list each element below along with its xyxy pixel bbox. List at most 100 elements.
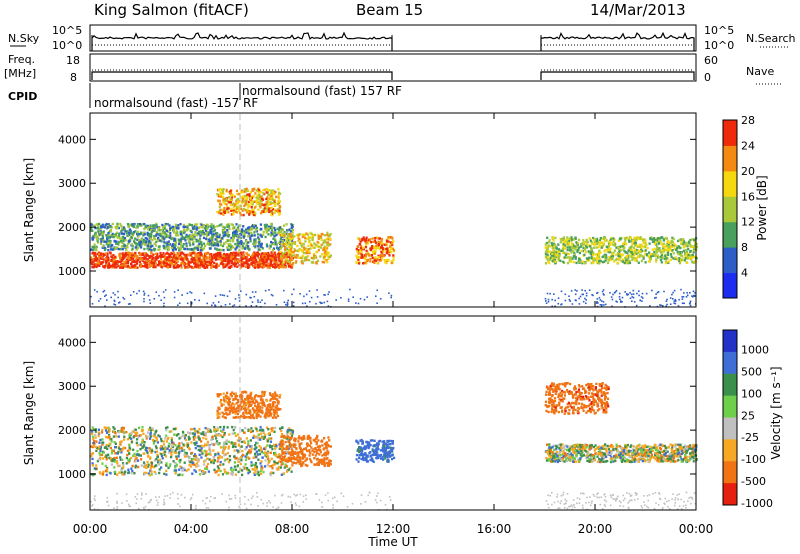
nsearch-tick-top: 10^5	[704, 24, 734, 37]
velocity-cell	[163, 472, 166, 476]
power-cell	[191, 302, 193, 304]
velocity-cell	[223, 441, 226, 444]
power-cell	[229, 203, 232, 207]
power-cell	[238, 259, 241, 262]
power-cell	[160, 254, 164, 257]
power-cell	[289, 261, 292, 264]
power-cell	[306, 305, 308, 307]
power-cell	[574, 257, 577, 260]
power-cell	[219, 244, 222, 247]
power-cell	[250, 297, 252, 299]
power-cell	[162, 231, 165, 234]
power-cell	[183, 247, 187, 251]
power-cell	[223, 255, 226, 258]
power-cell	[682, 239, 685, 243]
power-cell	[122, 232, 126, 235]
velocity-cell	[227, 440, 230, 444]
power-cell	[254, 258, 257, 262]
velocity-cell	[212, 456, 215, 459]
velocity-cell	[99, 456, 102, 459]
power-cell	[118, 253, 121, 256]
power-cell	[93, 251, 97, 255]
power-cell	[252, 260, 255, 263]
power-cell	[182, 243, 185, 246]
velocity-cell	[253, 472, 256, 475]
power-cell	[190, 292, 193, 294]
velocity-cell	[245, 456, 248, 459]
power-cell	[241, 195, 244, 198]
power-cell	[355, 256, 359, 259]
power-cell	[377, 243, 381, 247]
velocity-cell	[178, 437, 181, 440]
power-cell	[272, 247, 275, 250]
power-cell	[376, 302, 378, 304]
power-cell	[283, 248, 287, 251]
power-cell	[212, 224, 215, 227]
power-cell	[594, 253, 597, 256]
power-cell	[362, 236, 365, 239]
velocity-cell	[177, 433, 180, 436]
power-cell	[199, 251, 202, 254]
velocity-cell	[244, 455, 247, 458]
power-cell	[223, 228, 226, 231]
power-cell	[326, 260, 329, 264]
velocity-cell	[119, 458, 122, 461]
power-cell	[159, 253, 162, 257]
velocity-cell	[230, 472, 233, 475]
power-cell	[621, 301, 623, 303]
power-cell	[233, 254, 236, 257]
power-cell	[215, 248, 218, 251]
power-cell	[266, 266, 269, 269]
power-cell	[273, 211, 276, 214]
power-cell	[170, 237, 173, 240]
power-cell	[257, 208, 260, 211]
power-cell	[106, 299, 108, 301]
power-cell	[217, 188, 220, 192]
power-cell	[236, 207, 239, 210]
power-cell	[251, 291, 254, 293]
power-cell	[581, 262, 584, 265]
velocity-cell	[212, 449, 215, 452]
velocity-cell	[111, 449, 114, 452]
power-cell	[251, 254, 254, 258]
power-cell	[257, 299, 259, 301]
power-colorbar-tick-label: 24	[741, 139, 755, 152]
velocity-cell	[173, 427, 177, 431]
power-cell	[226, 207, 229, 210]
power-cell	[611, 255, 615, 258]
power-cell	[564, 299, 567, 302]
velocity-cell	[149, 435, 152, 438]
power-cell	[557, 297, 560, 299]
power-cell	[687, 241, 690, 244]
power-cell	[319, 301, 321, 304]
velocity-cell	[186, 455, 189, 458]
power-cell	[265, 205, 268, 208]
power-cell	[575, 261, 578, 265]
power-cell	[126, 223, 130, 226]
power-cell	[165, 260, 168, 264]
power-cell	[255, 196, 258, 199]
power-cell	[138, 260, 141, 263]
power-cell	[378, 237, 381, 240]
power-cell	[235, 253, 238, 256]
power-cell	[296, 233, 299, 237]
power-cell	[301, 250, 304, 253]
power-cell	[252, 252, 255, 256]
power-cell	[216, 243, 219, 246]
power-cell	[262, 230, 265, 234]
power-cell	[90, 295, 92, 298]
power-cell	[148, 299, 151, 301]
power-cell	[694, 292, 696, 294]
velocity-cell	[117, 447, 121, 450]
power-cell	[269, 260, 272, 264]
power-cell	[629, 292, 631, 294]
power-cell	[563, 256, 566, 259]
power-cell	[173, 254, 176, 258]
velocity-cell	[125, 431, 128, 434]
power-cell	[251, 225, 254, 228]
power-cell	[311, 260, 314, 264]
power-cell	[226, 257, 229, 260]
power-cell	[148, 234, 151, 237]
velocity-cell	[269, 445, 272, 448]
power-cell	[240, 242, 243, 245]
